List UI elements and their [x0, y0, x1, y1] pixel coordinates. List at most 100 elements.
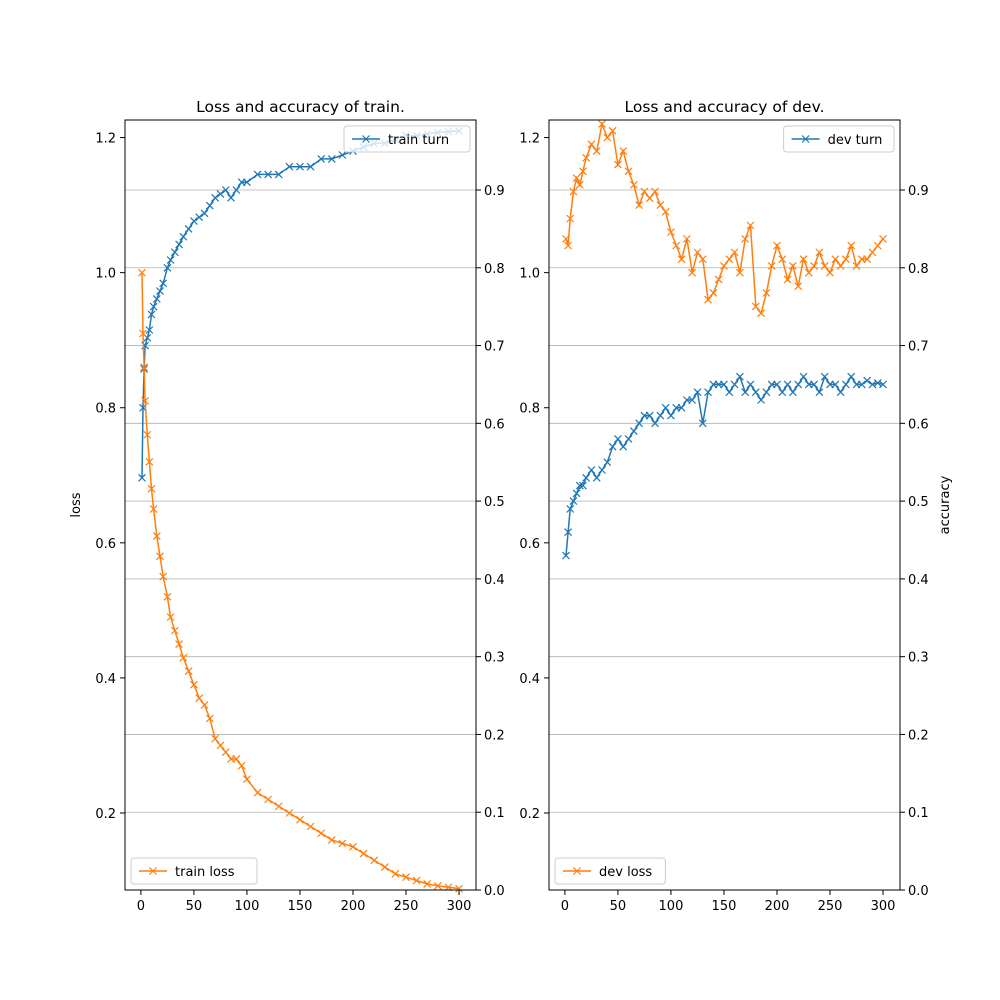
- y-right-tick-label: 0.4: [484, 573, 505, 588]
- data-point: [698, 419, 707, 428]
- data-point: [163, 263, 172, 272]
- data-point: [852, 261, 861, 270]
- data-point: [820, 261, 829, 270]
- data-point: [757, 309, 766, 318]
- data-point: [156, 287, 164, 296]
- axes-frame: [124, 119, 477, 891]
- data-point: [562, 234, 570, 243]
- data-point: [190, 680, 198, 689]
- legend-dev-loss: dev loss: [554, 857, 666, 885]
- x-tick-label: 200: [765, 899, 790, 914]
- y-right-tick-label: 0.9: [484, 184, 505, 199]
- data-point: [826, 268, 834, 277]
- data-point: [778, 255, 787, 264]
- legend-train-turn: train turn: [343, 125, 471, 153]
- data-point: [730, 248, 739, 257]
- data-point: [608, 442, 617, 451]
- data-point: [868, 380, 877, 389]
- data-point: [166, 256, 175, 264]
- legend-label: train loss: [175, 865, 235, 880]
- data-point: [569, 187, 578, 196]
- data-point: [714, 275, 723, 284]
- data-point: [139, 329, 147, 338]
- data-point: [205, 201, 214, 210]
- data-point: [195, 694, 204, 703]
- data-point: [794, 282, 803, 291]
- series-train-turn: [138, 126, 463, 482]
- data-point: [741, 388, 750, 397]
- data-point: [184, 224, 193, 233]
- legend-label: dev turn: [828, 133, 883, 148]
- data-point: [778, 388, 787, 397]
- chart-panel-2: 0 50 100 150 200 250 300 0.2 0.4 0.6 0.8 1.0 1.2 0.0 0…: [519, 98, 953, 914]
- data-point: [572, 174, 581, 183]
- legend-label: dev loss: [599, 865, 652, 880]
- chart-panel-1: 0 50 100 150 200 250 300 0.2 0.4 0.6 0.8 1.0 1.2 0.0 0…: [69, 98, 505, 914]
- data-point: [629, 180, 638, 189]
- data-point: [757, 396, 766, 404]
- data-point: [152, 294, 161, 303]
- y-right-tick-label: 0.1: [908, 806, 929, 821]
- data-point: [656, 411, 665, 420]
- y-left-tick-label: 0.4: [519, 672, 540, 687]
- legend-dev-turn: dev turn: [783, 125, 895, 153]
- y-left-tick-label: 1.2: [95, 132, 116, 147]
- data-point: [296, 162, 304, 171]
- legend-marker: [149, 867, 157, 875]
- data-point: [730, 380, 739, 389]
- data-point: [672, 241, 681, 250]
- data-point: [562, 551, 570, 560]
- data-point: [788, 388, 797, 397]
- data-point: [873, 241, 882, 250]
- data-point: [788, 261, 797, 270]
- legend-label: train turn: [388, 133, 449, 148]
- data-point: [735, 268, 744, 277]
- data-point: [159, 279, 168, 288]
- data-point: [140, 363, 149, 372]
- y-right-axis-label: accuracy: [938, 475, 953, 534]
- data-point: [645, 194, 654, 203]
- legend-box: [554, 857, 666, 885]
- data-point: [391, 869, 400, 878]
- data-point: [863, 255, 872, 264]
- data-point: [143, 430, 152, 439]
- data-point: [857, 380, 866, 389]
- data-point: [698, 255, 707, 264]
- data-point: [579, 167, 587, 176]
- data-point: [841, 255, 850, 264]
- data-point: [635, 419, 644, 428]
- y-left-tick-label: 0.4: [95, 672, 116, 687]
- data-point: [820, 372, 829, 381]
- data-point: [159, 572, 168, 581]
- x-tick-label: 100: [659, 899, 684, 914]
- data-point: [412, 876, 421, 885]
- series-dev-loss: [562, 120, 887, 318]
- data-point: [216, 189, 225, 198]
- x-tick-label: 0: [137, 899, 145, 914]
- data-point: [836, 261, 845, 270]
- x-tick-label: 50: [610, 899, 627, 914]
- y-right-tick-label: 0.4: [908, 573, 929, 588]
- y-right-tick-label: 0.3: [908, 651, 929, 666]
- data-point: [221, 748, 230, 757]
- data-point: [338, 839, 347, 848]
- data-point: [645, 411, 654, 420]
- data-point: [847, 241, 856, 250]
- data-point: [156, 552, 164, 561]
- data-point: [746, 380, 755, 389]
- legend-marker: [573, 867, 581, 875]
- data-point: [175, 240, 184, 249]
- data-point: [566, 504, 575, 513]
- data-point: [773, 241, 781, 250]
- data-point: [847, 372, 856, 381]
- data-point: [147, 310, 156, 319]
- data-point: [751, 388, 760, 397]
- data-point: [423, 879, 432, 888]
- data-point: [704, 388, 712, 397]
- data-point: [264, 170, 273, 179]
- data-point: [762, 388, 771, 397]
- series-line: [565, 375, 884, 556]
- data-point: [624, 434, 633, 443]
- data-point: [693, 248, 702, 257]
- data-point: [661, 207, 670, 216]
